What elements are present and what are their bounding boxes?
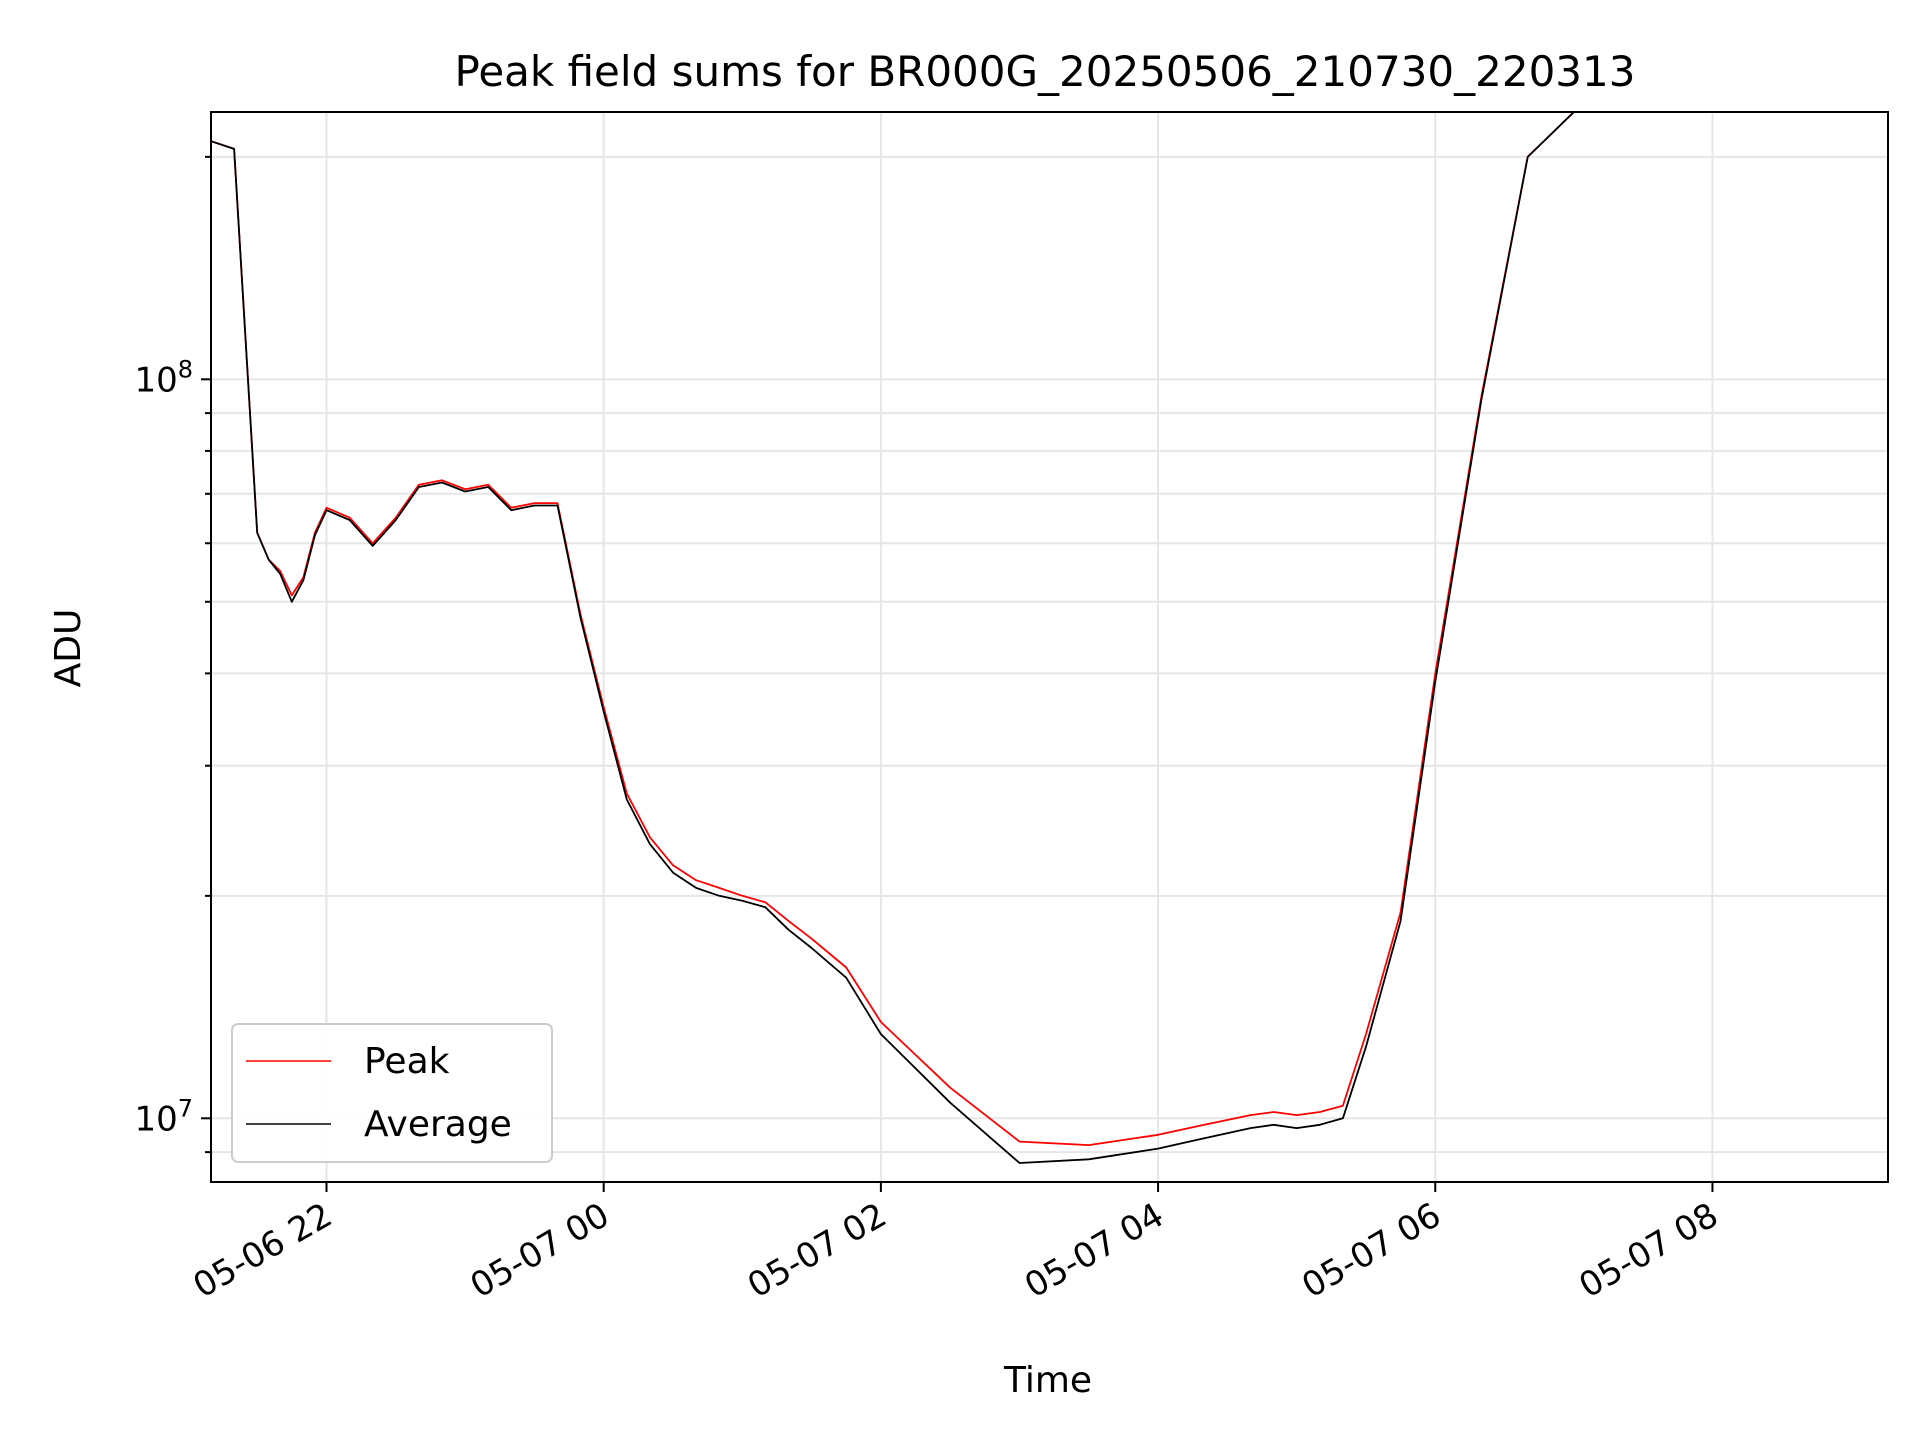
y-axis-label: ADU (48, 609, 89, 688)
legend-peak-label: Peak (364, 1041, 450, 1082)
series-layer (211, 112, 1851, 1164)
legend: Peak Average (231, 1023, 553, 1163)
series-line-average (211, 112, 1851, 1164)
y-tick-label: 107 (134, 1094, 193, 1139)
y-tick-label: 108 (134, 355, 193, 400)
x-axis-label: Time (1003, 1360, 1092, 1401)
legend-average-label: Average (364, 1104, 512, 1145)
plot-frame (210, 111, 1889, 1183)
legend-box (231, 1023, 553, 1163)
chart-title: Peak field sums for BR000G_20250506_2107… (455, 47, 1636, 96)
series-line-peak (211, 112, 1851, 1146)
y-axis: 107 108 (134, 155, 211, 1154)
